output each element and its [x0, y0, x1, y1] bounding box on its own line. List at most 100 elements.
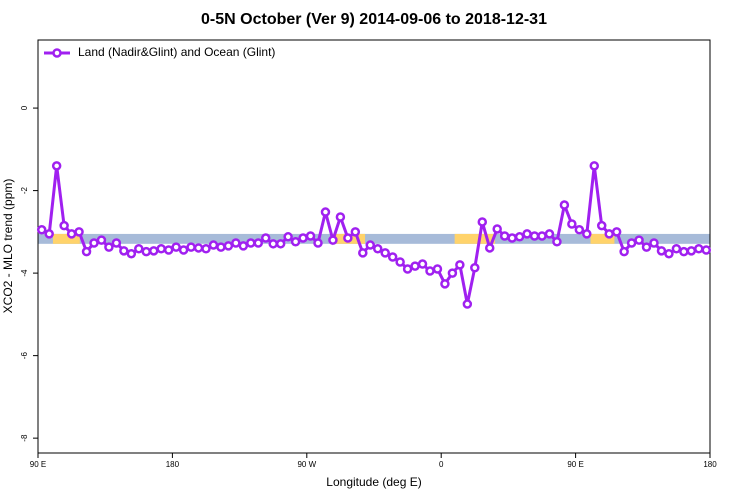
data-point	[425, 266, 435, 276]
data-point	[649, 238, 659, 248]
legend-label: Land (Nadir&Glint) and Ocean (Glint)	[78, 45, 275, 59]
data-point	[81, 246, 92, 257]
data-point	[402, 264, 413, 274]
data-point	[641, 242, 652, 252]
data-point	[552, 237, 562, 247]
data-point	[44, 229, 54, 239]
data-point	[604, 229, 614, 239]
data-point	[417, 259, 428, 269]
data-point	[119, 246, 129, 256]
data-point	[141, 246, 152, 257]
data-point	[320, 207, 331, 217]
data-point	[537, 231, 547, 241]
data-point	[596, 220, 607, 231]
data-point	[477, 217, 488, 227]
data-point	[664, 248, 674, 259]
y-tick-label: -6	[20, 352, 29, 360]
data-point	[74, 227, 84, 237]
data-point	[343, 233, 353, 243]
plot-frame	[37, 39, 711, 454]
data-point	[522, 229, 532, 239]
data-point	[656, 246, 667, 256]
data-point	[694, 244, 704, 254]
data-point	[238, 241, 249, 251]
data-point	[216, 242, 226, 252]
data-point	[275, 239, 286, 249]
data-point	[283, 232, 293, 242]
data-point	[679, 246, 689, 257]
coverage-band	[38, 233, 710, 244]
data-point	[395, 257, 405, 267]
data-point	[559, 200, 570, 210]
data-point	[335, 212, 346, 222]
data-point	[231, 238, 241, 248]
data-point	[582, 229, 592, 239]
data-point	[193, 243, 204, 253]
x-tick-label: 90 E	[567, 460, 583, 469]
data-point	[544, 229, 555, 239]
data-point	[148, 246, 159, 256]
data-point	[134, 244, 144, 254]
data-point	[372, 244, 383, 254]
data-point	[589, 161, 600, 171]
x-tick-label: 180	[703, 460, 717, 469]
data-point	[611, 227, 622, 237]
x-tick-label: 0	[439, 460, 444, 469]
data-point	[410, 261, 420, 271]
data-point	[447, 268, 458, 278]
data-point	[701, 245, 712, 255]
data-point	[462, 299, 473, 309]
x-axis-label: Longitude (deg E)	[326, 475, 421, 489]
data-point	[313, 238, 323, 248]
y-tick-label: -2	[20, 186, 29, 194]
x-tick-label: 90 E	[30, 460, 46, 469]
data-point	[126, 248, 137, 259]
data-point	[246, 238, 256, 248]
coverage-highlight	[52, 233, 80, 244]
data-point	[574, 225, 585, 235]
legend-marker	[52, 48, 62, 58]
data-point	[163, 245, 174, 255]
data-point	[626, 238, 637, 248]
data-point	[455, 260, 465, 270]
data-point	[268, 239, 278, 249]
data-point	[514, 232, 525, 242]
data-point	[156, 244, 166, 254]
data-point	[201, 244, 211, 254]
y-tick-label: 0	[20, 105, 29, 110]
data-point	[66, 229, 77, 239]
data-point	[619, 246, 629, 257]
data-point	[350, 227, 361, 237]
data-point	[51, 161, 62, 171]
data-point	[686, 246, 697, 256]
data-point	[484, 243, 495, 253]
data-point	[328, 235, 338, 245]
data-point	[290, 237, 301, 247]
y-tick-label: -8	[20, 434, 29, 442]
data-point	[36, 225, 47, 235]
data-point	[567, 219, 577, 229]
data-point	[432, 264, 443, 274]
data-point	[96, 235, 107, 245]
coverage-highlight	[590, 233, 615, 244]
data-point	[529, 231, 540, 241]
data-point	[499, 231, 510, 241]
data-point	[89, 238, 99, 248]
data-point	[59, 220, 69, 231]
data-point	[178, 245, 189, 255]
data-point	[305, 231, 316, 241]
y-tick-label: -4	[20, 269, 29, 277]
y-axis-label: XCO2 - MLO trend (ppm)	[1, 179, 15, 314]
data-point	[208, 240, 219, 250]
data-point	[440, 279, 450, 289]
data-point	[492, 224, 502, 234]
data-point	[260, 233, 271, 243]
data-point	[671, 244, 682, 254]
data-point	[171, 242, 181, 252]
data-point	[634, 235, 644, 245]
coverage-highlight	[454, 233, 495, 244]
data-point	[104, 242, 114, 252]
x-tick-label: 90 W	[297, 460, 316, 469]
